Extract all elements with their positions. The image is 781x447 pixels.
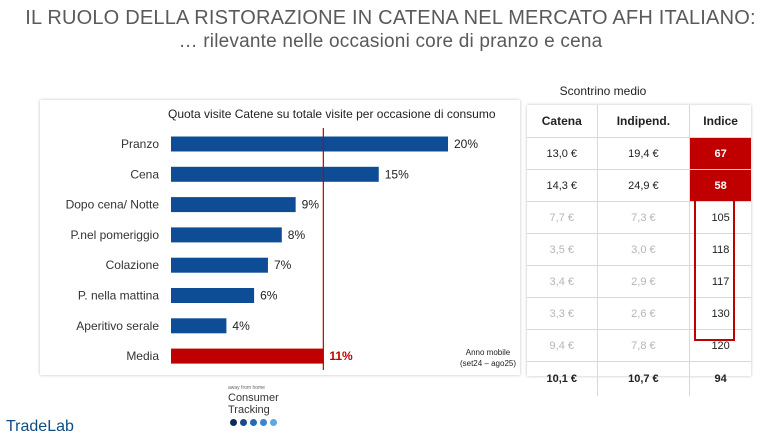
- cell-catena: 3,5 €: [527, 233, 598, 266]
- data-label: 6%: [260, 289, 278, 303]
- cell-catena: 13,0 €: [527, 137, 598, 170]
- data-label: 20%: [454, 137, 478, 151]
- bar: [171, 257, 268, 273]
- category-label: Aperitivo serale: [76, 319, 159, 333]
- index-highlight-box: [694, 199, 735, 341]
- ticket-table: Catena Indipend. Indice 13,0 € 19,4 € 67…: [527, 105, 751, 396]
- table-row: 13,0 € 19,4 € 67: [527, 137, 751, 170]
- consumer-tracking-tagline: away from home: [228, 385, 265, 391]
- cell-indipend: 7,3 €: [597, 201, 691, 234]
- ticket-table-panel: Catena Indipend. Indice 13,0 € 19,4 € 67…: [527, 105, 751, 396]
- col-header-indice: Indice: [703, 114, 738, 128]
- title-line1: IL RUOLO DELLA RISTORAZIONE IN CATENA NE…: [25, 7, 756, 29]
- cell-catena-total: 10,1 €: [527, 361, 598, 396]
- bar: [171, 227, 282, 243]
- title-line2: … rilevante nelle occasioni core di pran…: [178, 31, 603, 52]
- bar: [171, 318, 227, 334]
- note-line1: Anno mobile: [466, 348, 511, 357]
- consumer-tracking-name: Consumer Tracking: [228, 392, 279, 416]
- bar: [171, 197, 296, 213]
- data-label: 9%: [302, 198, 320, 212]
- cell-indipend: 19,4 €: [597, 137, 691, 170]
- bar: [171, 166, 379, 182]
- cell-indice: 118: [689, 233, 751, 266]
- cell-indice: 117: [689, 265, 751, 298]
- bar-chart: Quota visite Catene su totale visite per…: [66, 107, 516, 370]
- bar: [171, 348, 324, 364]
- page-title: IL RUOLO DELLA RISTORAZIONE IN CATENA NE…: [0, 6, 781, 54]
- cell-catena: 3,4 €: [527, 265, 598, 298]
- category-label: P. nella mattina: [78, 289, 159, 303]
- table-header-row: Catena Indipend. Indice: [527, 105, 751, 138]
- category-label: Cena: [130, 167, 159, 181]
- cell-indice: 58: [689, 169, 751, 202]
- cell-indice: 120: [689, 329, 751, 362]
- data-label: 7%: [274, 258, 292, 272]
- cell-indipend: 7,8 €: [597, 329, 691, 362]
- data-label: 4%: [232, 319, 250, 333]
- col-header-indipend: Indipend.: [597, 105, 691, 138]
- cell-indice: 105: [689, 201, 751, 234]
- table-row: 3,5 € 3,0 € 118: [527, 233, 751, 266]
- category-label: Dopo cena/ Notte: [66, 198, 160, 212]
- tradelab-logo: TradeLab: [6, 418, 74, 435]
- cell-indice-total: 94: [689, 361, 751, 396]
- category-label: Media: [126, 349, 159, 363]
- chart-panel: Quota visite Catene su totale visite per…: [40, 100, 520, 375]
- bar: [171, 136, 448, 152]
- cell-indipend: 2,9 €: [597, 265, 691, 298]
- category-label: Pranzo: [121, 137, 159, 151]
- cell-indice: 130: [689, 297, 751, 330]
- cell-indipend: 2,6 €: [597, 297, 691, 330]
- col-header-catena: Catena: [527, 105, 598, 138]
- logo-dots-icon: [228, 419, 308, 426]
- table-row: 9,4 € 7,8 € 120: [527, 329, 751, 362]
- cell-catena: 9,4 €: [527, 329, 598, 362]
- table-row: 7,7 € 7,3 € 105: [527, 201, 751, 234]
- cell-catena: 3,3 €: [527, 297, 598, 330]
- category-label: Colazione: [106, 258, 160, 272]
- table-row: 3,3 € 2,6 € 130: [527, 297, 751, 330]
- cell-catena: 7,7 €: [527, 201, 598, 234]
- table-row: 14,3 € 24,9 € 58: [527, 169, 751, 202]
- note-line2: (set24 – ago25): [460, 359, 516, 368]
- data-label: 15%: [385, 167, 409, 181]
- cell-indice: 67: [689, 137, 751, 170]
- bar: [171, 288, 255, 303]
- data-label: 8%: [288, 228, 306, 242]
- cell-catena: 14,3 €: [527, 169, 598, 202]
- cell-indipend: 3,0 €: [597, 233, 691, 266]
- table-row: 3,4 € 2,9 € 117: [527, 265, 751, 298]
- cell-indipend-total: 10,7 €: [597, 361, 691, 396]
- ticket-header: Scontrino medio: [559, 84, 647, 98]
- data-label: 11%: [329, 349, 353, 363]
- consumer-tracking-logo: away from home Consumer Tracking: [228, 385, 308, 426]
- category-label: P.nel pomeriggio: [70, 228, 159, 242]
- cell-indipend: 24,9 €: [597, 169, 691, 202]
- table-total-row: 10,1 € 10,7 € 94: [527, 361, 751, 396]
- chart-title: Quota visite Catene su totale visite per…: [168, 107, 496, 121]
